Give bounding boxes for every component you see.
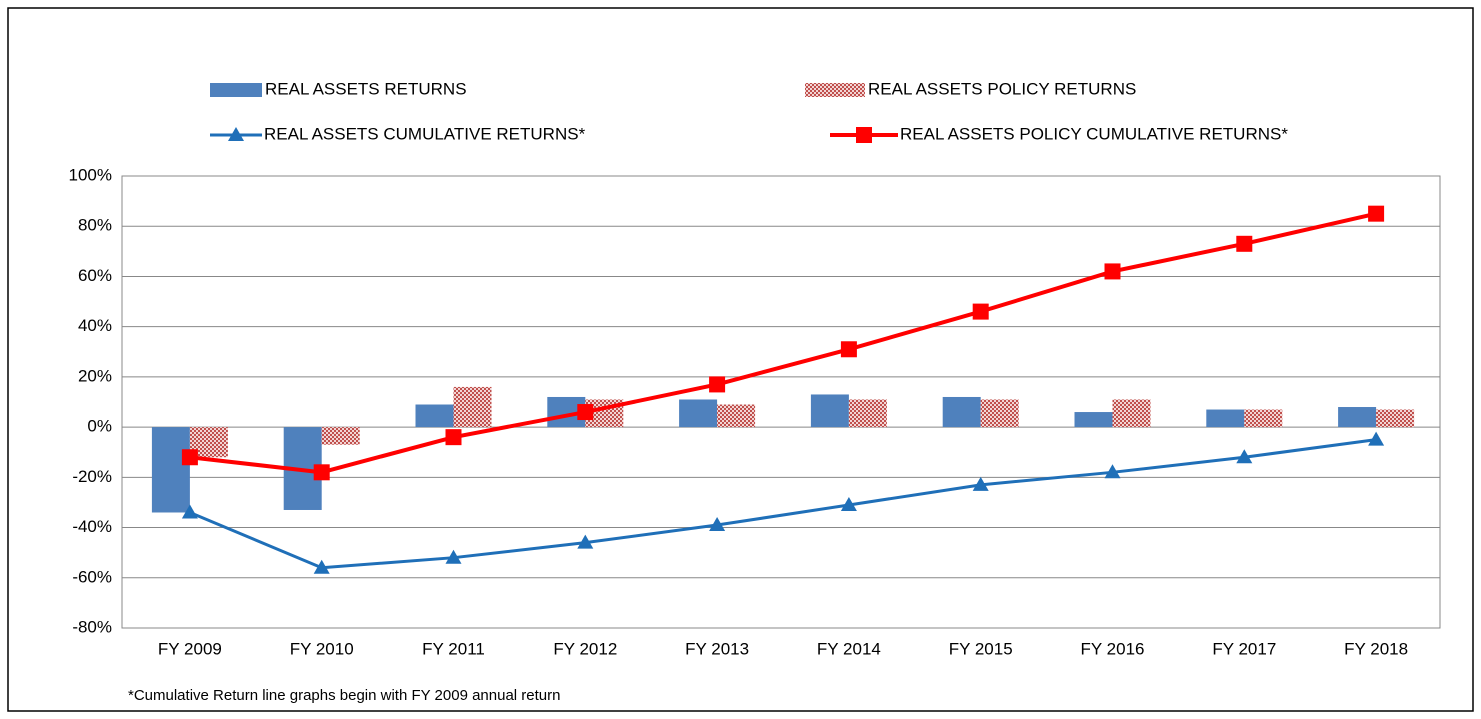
bar bbox=[1206, 409, 1245, 428]
y-tick-label: 0% bbox=[87, 417, 112, 436]
y-tick-label: 60% bbox=[78, 266, 112, 285]
x-tick-label: FY 2015 bbox=[949, 639, 1013, 658]
bar bbox=[1244, 409, 1283, 428]
line-marker bbox=[840, 341, 857, 358]
legend-marker bbox=[228, 127, 244, 141]
chart-frame bbox=[7, 7, 1474, 712]
x-tick-label: FY 2011 bbox=[422, 639, 485, 658]
footnote: *Cumulative Return line graphs begin wit… bbox=[128, 687, 560, 704]
line-marker bbox=[1104, 464, 1121, 479]
line-marker bbox=[1368, 205, 1385, 222]
line-marker bbox=[972, 476, 989, 491]
line-marker bbox=[840, 496, 857, 511]
x-tick-label: FY 2009 bbox=[158, 639, 222, 658]
line-marker bbox=[445, 429, 462, 446]
bar bbox=[151, 427, 190, 513]
bar bbox=[321, 427, 360, 445]
bar bbox=[942, 396, 981, 428]
line-marker bbox=[1368, 431, 1385, 446]
legend-marker bbox=[856, 127, 872, 143]
y-tick-label: 20% bbox=[78, 366, 112, 385]
x-tick-label: FY 2010 bbox=[290, 639, 354, 658]
bar bbox=[810, 394, 849, 428]
x-tick-label: FY 2018 bbox=[1344, 639, 1408, 658]
plot-border bbox=[121, 175, 1441, 629]
line-marker bbox=[972, 303, 989, 320]
y-tick-label: 40% bbox=[78, 316, 112, 335]
y-tick-label: 80% bbox=[78, 216, 112, 235]
y-tick-label: -40% bbox=[72, 517, 112, 536]
bar bbox=[1112, 399, 1151, 428]
line-marker bbox=[181, 449, 198, 466]
legend-label: REAL ASSETS POLICY CUMULATIVE RETURNS* bbox=[900, 124, 1288, 143]
bar bbox=[1338, 407, 1377, 428]
y-tick-label: -60% bbox=[72, 567, 112, 586]
legend-swatch bbox=[805, 83, 865, 97]
x-tick-label: FY 2013 bbox=[685, 639, 749, 658]
x-tick-label: FY 2012 bbox=[553, 639, 617, 658]
y-tick-label: -80% bbox=[72, 617, 112, 636]
bar bbox=[1074, 412, 1113, 428]
line bbox=[189, 211, 1377, 475]
line-marker bbox=[181, 504, 198, 519]
y-tick-label: -20% bbox=[72, 467, 112, 486]
line-marker bbox=[1236, 449, 1253, 464]
legend-label: REAL ASSETS POLICY RETURNS bbox=[868, 79, 1136, 98]
line-marker bbox=[313, 464, 330, 481]
y-tick-label: 100% bbox=[69, 165, 112, 184]
line-marker bbox=[445, 549, 462, 564]
bar bbox=[679, 399, 718, 428]
legend-label: REAL ASSETS RETURNS bbox=[265, 79, 467, 98]
line-marker bbox=[577, 534, 594, 549]
line-marker bbox=[313, 559, 330, 574]
legend-swatch bbox=[210, 83, 262, 97]
line bbox=[189, 438, 1377, 570]
line-marker bbox=[577, 404, 594, 421]
bar bbox=[1376, 409, 1415, 428]
bar bbox=[415, 404, 454, 428]
x-tick-label: FY 2014 bbox=[817, 639, 881, 658]
bar bbox=[453, 386, 492, 428]
line-marker bbox=[709, 517, 726, 532]
bar bbox=[848, 399, 887, 428]
bar bbox=[980, 399, 1019, 428]
x-tick-label: FY 2017 bbox=[1212, 639, 1276, 658]
line-marker bbox=[1104, 263, 1121, 280]
x-tick-label: FY 2016 bbox=[1081, 639, 1145, 658]
legend-label: REAL ASSETS CUMULATIVE RETURNS* bbox=[264, 124, 586, 143]
bar bbox=[717, 404, 756, 428]
line-marker bbox=[709, 376, 726, 393]
line-marker bbox=[1236, 235, 1253, 252]
